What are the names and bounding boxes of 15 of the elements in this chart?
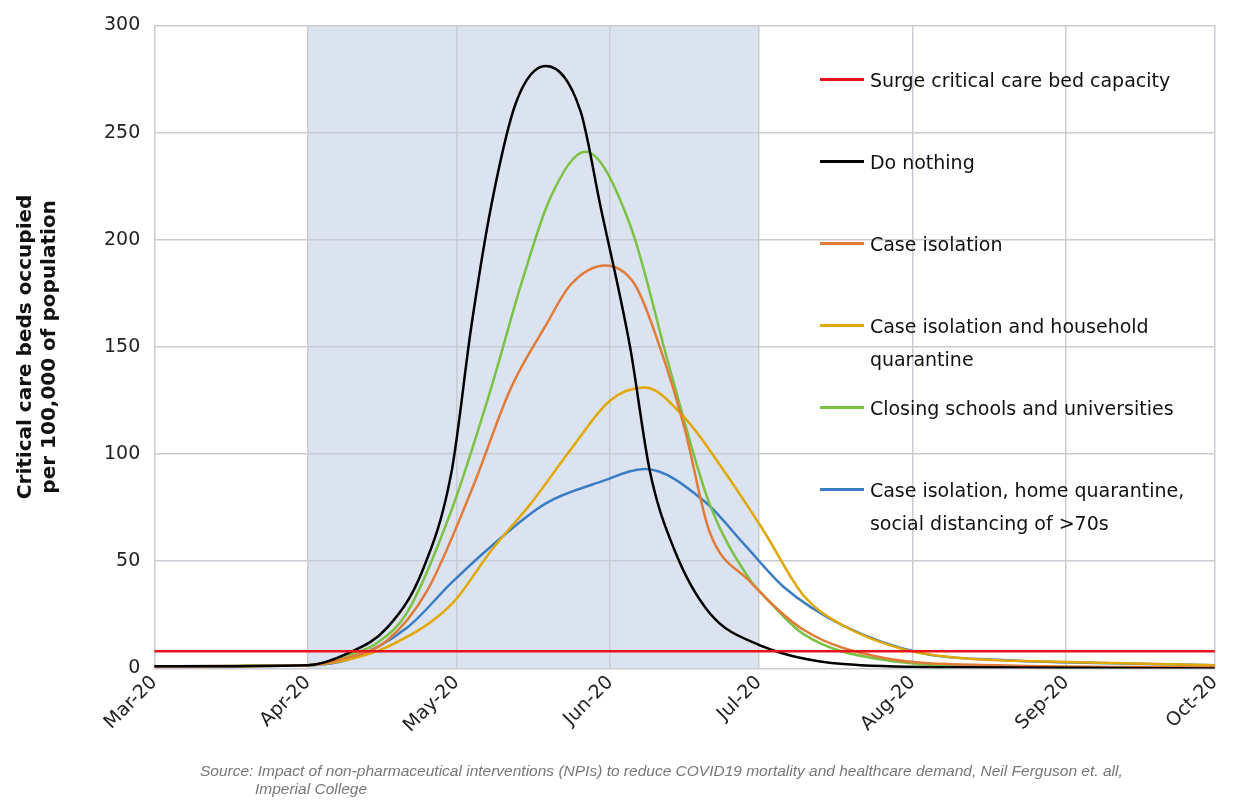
y-tick-label: 250 <box>104 119 141 142</box>
y-tick-label: 200 <box>104 226 141 249</box>
source-note: Source: Impact of non-pharmaceutical interventions (NPIs) to reduce COVID19 mortality and healthcare demand, Neil Ferguson et. all, Imperial College <box>200 762 1124 798</box>
y-tick-label: 150 <box>104 333 141 356</box>
legend-label: Closing schools and universities <box>869 396 1175 422</box>
y-tick-label: 100 <box>104 441 141 463</box>
y-tick-label: 300 <box>104 12 141 35</box>
legend-label: Case isolation and household quarantine <box>869 314 1150 373</box>
y-tick-label: 0 <box>128 655 141 678</box>
legend-label: Surge critical care bed capacity <box>869 68 1172 94</box>
legend-label: Case isolation <box>869 232 1004 258</box>
y-tick-label: 50 <box>116 548 141 571</box>
y-axis-title: Critical care beds occupied per 100,000 of population <box>12 194 61 500</box>
legend-label: Do nothing <box>869 150 976 176</box>
legend-label: Case isolation, home quarantine, social distancing of >70s <box>869 478 1186 537</box>
